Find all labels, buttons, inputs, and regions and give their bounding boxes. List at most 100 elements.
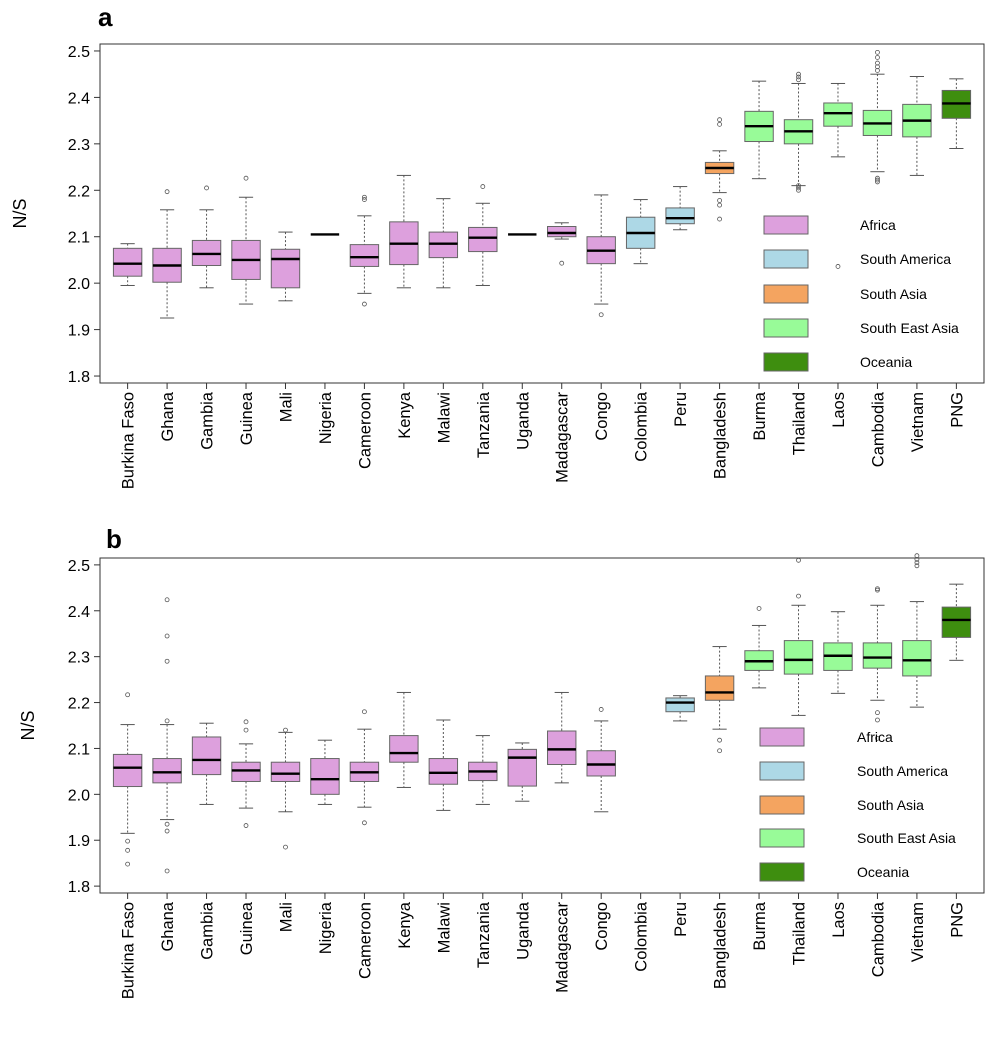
- outlier-point: [717, 216, 722, 222]
- outlier-point: [875, 710, 880, 716]
- outlier-point: [796, 593, 801, 599]
- outlier-point: [125, 692, 131, 698]
- outlier-point: [914, 563, 920, 569]
- box-burkina-faso: [112, 692, 143, 867]
- outlier-point: [756, 606, 762, 611]
- legend-swatch: [763, 284, 809, 304]
- box-cambodia: [862, 586, 893, 741]
- y-tick-label: 2.1: [68, 741, 90, 758]
- category-label: Nigeria: [317, 901, 335, 954]
- box-iqr: [310, 758, 340, 795]
- category-label: Uganda: [514, 391, 532, 450]
- outlier-point: [796, 185, 801, 191]
- y-tick-label: 2.0: [68, 276, 90, 293]
- category-label: Cambodia: [869, 391, 887, 467]
- box-kenya: [389, 174, 419, 289]
- legend-swatch: [759, 828, 805, 848]
- legend-swatch: [759, 727, 805, 747]
- outlier-point: [875, 717, 880, 723]
- box-bangladesh: [704, 646, 735, 754]
- box-nigeria: [310, 739, 340, 805]
- outlier-point: [875, 735, 880, 741]
- box-mali: [270, 231, 301, 302]
- y-tick-label: 2.2: [68, 696, 90, 713]
- category-label: Burma: [751, 901, 769, 950]
- box-iqr: [862, 642, 893, 669]
- category-label: Cambodia: [869, 901, 887, 977]
- legend-swatch: [759, 795, 805, 815]
- box-thailand: [783, 71, 814, 193]
- panel-a: a 1.8 1.9 2.0 2.1 2.2 2.3 2.4 2.5 N/S Burkina Faso…: [10, 2, 985, 489]
- outlier-point: [875, 55, 880, 60]
- category-label: Malawi: [435, 392, 453, 443]
- box-gambia: [191, 185, 222, 289]
- plot-frame: [99, 43, 985, 384]
- box-iqr: [349, 244, 380, 267]
- legend-label: Oceania: [857, 864, 909, 880]
- category-label: Gambia: [199, 391, 217, 450]
- outlier-point: [875, 587, 880, 593]
- box-iqr: [823, 102, 853, 127]
- y-tick-label: 1.8: [68, 879, 90, 896]
- category-label: Ghana: [159, 901, 177, 951]
- outlier-point: [875, 49, 880, 55]
- box-ghana: [152, 189, 182, 319]
- outlier-point: [796, 71, 801, 77]
- category-label: Thailand: [791, 392, 809, 455]
- outlier-point: [875, 586, 880, 592]
- legend-label: South East Asia: [857, 830, 956, 846]
- outlier-point: [914, 560, 920, 565]
- category-label: Kenya: [396, 391, 414, 439]
- outlier-point: [796, 183, 801, 189]
- box-tanzania: [468, 735, 498, 805]
- box-laos: [823, 82, 853, 269]
- y-tick-label: 2.4: [68, 604, 90, 621]
- category-label: Congo: [593, 392, 611, 441]
- outlier-point: [164, 828, 170, 834]
- outlier-point: [875, 177, 880, 183]
- category-label: Laos: [830, 392, 848, 428]
- outlier-point: [875, 175, 880, 181]
- category-label: Uganda: [514, 901, 532, 960]
- outlier-point: [243, 719, 249, 725]
- outlier-point: [362, 820, 367, 826]
- legend-swatch: [763, 249, 809, 269]
- box-madagascar: [547, 222, 577, 266]
- category-label: Vietnam: [909, 392, 927, 452]
- box-iqr: [468, 226, 498, 253]
- box-peru: [665, 695, 695, 722]
- outlier-point: [559, 260, 565, 266]
- category-label: Peru: [672, 392, 690, 427]
- outlier-point: [796, 187, 801, 193]
- outlier-point: [204, 185, 209, 191]
- box-iqr: [152, 758, 182, 784]
- box-iqr: [704, 675, 735, 701]
- box-iqr: [507, 748, 537, 787]
- outlier-point: [598, 312, 604, 318]
- category-label: Vietnam: [909, 902, 927, 962]
- legend-swatch: [763, 318, 809, 338]
- outlier-point: [914, 553, 920, 559]
- y-tick-label: 1.8: [68, 369, 90, 386]
- box-malawi: [428, 198, 459, 289]
- legend-label: Africa: [860, 217, 896, 233]
- outlier-point: [164, 658, 170, 664]
- outlier-point: [362, 709, 367, 715]
- box-vietnam: [902, 76, 932, 176]
- outlier-point: [875, 60, 880, 66]
- category-label: Thailand: [791, 902, 809, 965]
- legend: Africa South America South Asia South East …: [763, 215, 959, 372]
- category-label: Laos: [830, 902, 848, 938]
- y-tick-label: 1.9: [68, 833, 90, 850]
- legend-swatch: [763, 352, 809, 372]
- box-guinea: [231, 719, 261, 828]
- box-kenya: [389, 691, 419, 788]
- y-tick-label: 2.0: [68, 787, 90, 804]
- legend-label: Africa: [857, 729, 893, 745]
- outlier-point: [598, 707, 604, 712]
- category-label: Guinea: [238, 901, 256, 955]
- box-malawi: [428, 719, 459, 811]
- box-guinea: [231, 175, 261, 305]
- outlier-point: [796, 74, 801, 80]
- legend-label: Oceania: [860, 354, 912, 370]
